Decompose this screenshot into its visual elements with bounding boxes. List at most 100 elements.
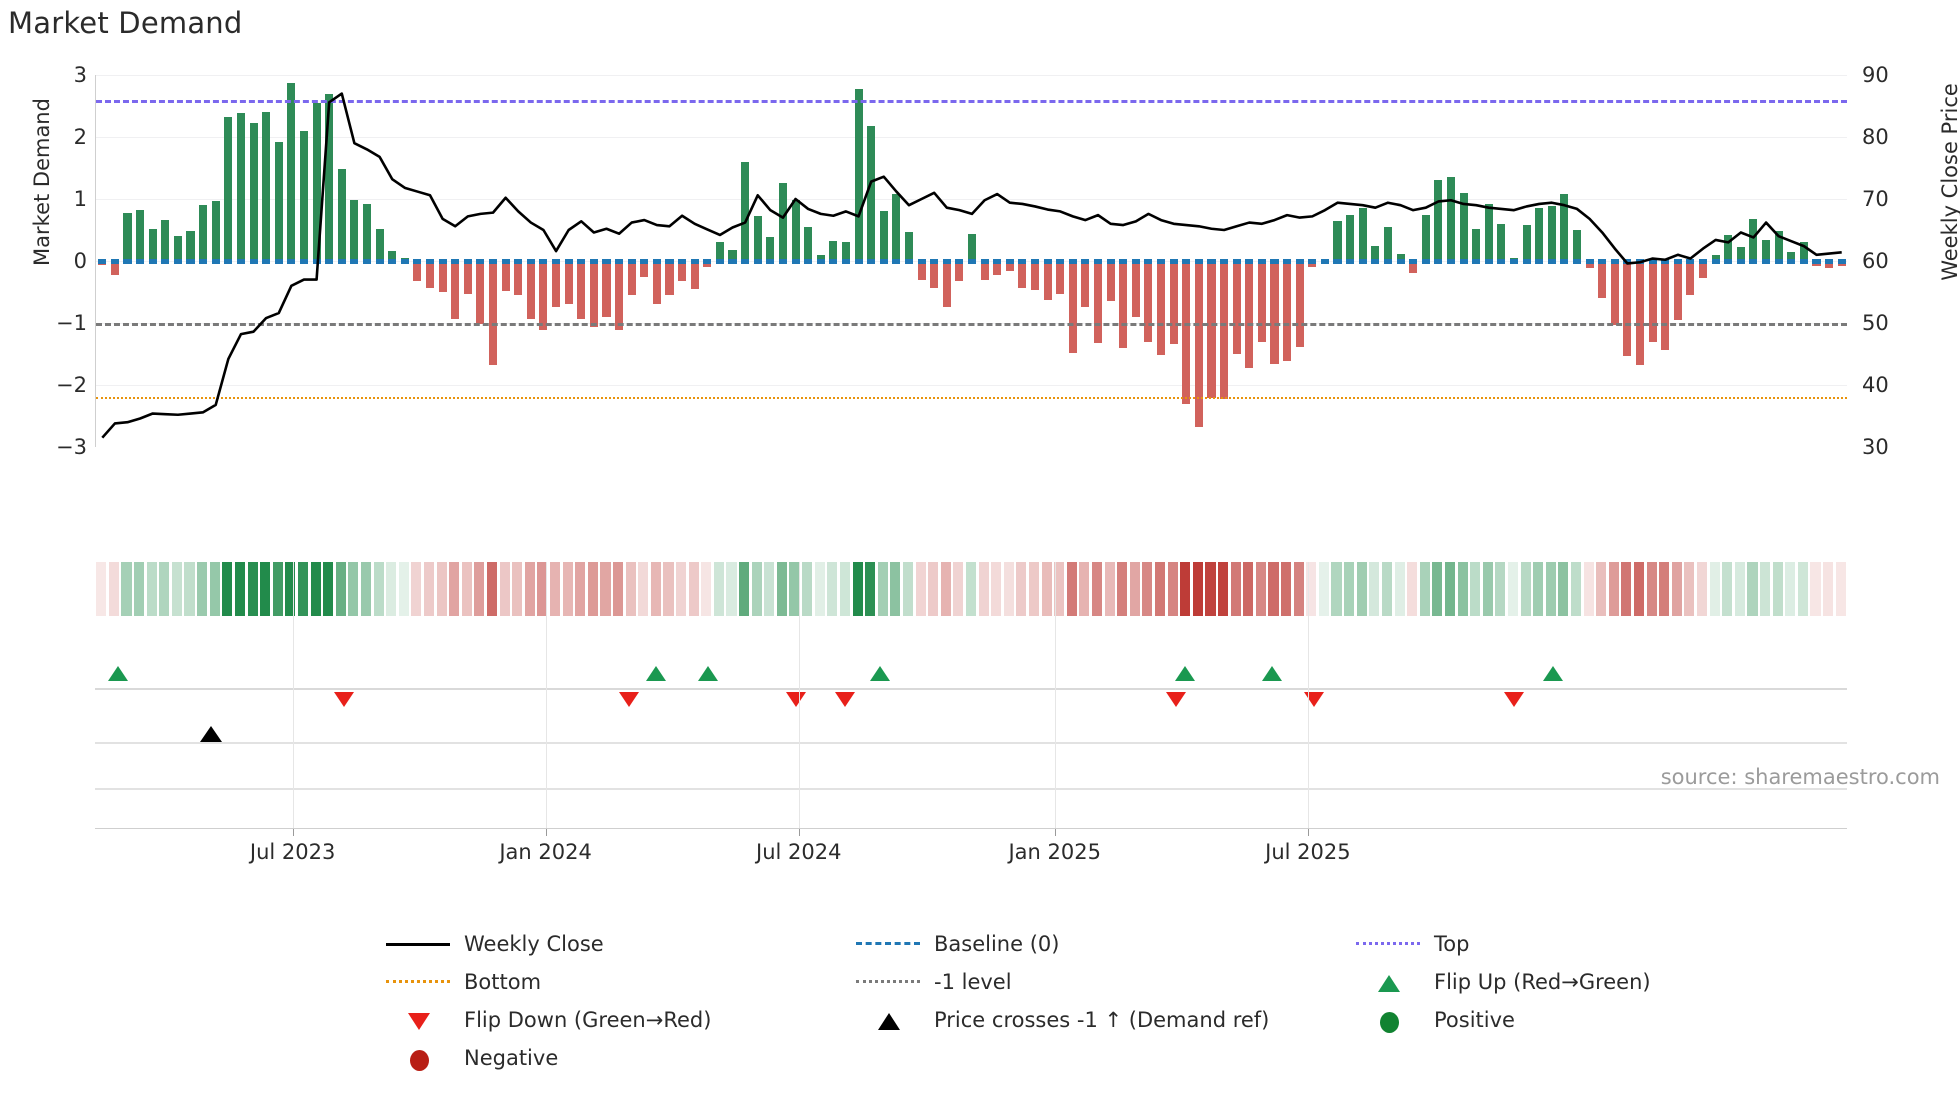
heatmap-cell: [1558, 562, 1569, 616]
baseline-segment: [1320, 259, 1329, 264]
baseline-segment: [1610, 259, 1619, 264]
demand-bar: [1232, 261, 1241, 354]
demand-bar: [753, 216, 762, 261]
demand-bar: [1257, 261, 1266, 342]
heatmap-cell: [474, 562, 485, 616]
heatmap-cell: [1823, 562, 1834, 616]
heatmap-cell: [1722, 562, 1733, 616]
flip-up-triangle-icon: [1174, 666, 1195, 681]
baseline-segment: [1056, 259, 1065, 264]
baseline-segment: [1547, 259, 1556, 264]
baseline-segment: [993, 259, 1002, 264]
baseline-segment: [1030, 259, 1040, 264]
heatmap-cell: [751, 562, 762, 616]
legend-item[interactable]: Weekly Close: [380, 930, 850, 958]
heatmap-cell: [121, 562, 132, 616]
legend-item[interactable]: Baseline (0): [850, 930, 1350, 958]
heatmap-cell: [1482, 562, 1493, 616]
heatmap-cell: [323, 562, 334, 616]
baseline-segment: [955, 259, 964, 264]
heatmap-cell: [1507, 562, 1519, 616]
baseline-segment: [1220, 259, 1229, 264]
heatmap-cell: [360, 562, 372, 616]
legend-item[interactable]: Bottom: [380, 968, 850, 996]
legend-item[interactable]: Price crosses -1 ↑ (Demand ref): [850, 1006, 1350, 1034]
x-tick-label: Jul 2024: [756, 840, 842, 864]
flip-down-triangle-icon: [834, 692, 855, 707]
heatmap-cell: [1671, 562, 1682, 616]
demand-bar: [1623, 261, 1632, 356]
legend-item-label: Flip Up (Red→Green): [1434, 970, 1651, 994]
baseline-segment: [136, 259, 145, 264]
demand-heatmap-strip: [95, 562, 1847, 616]
baseline-segment: [1232, 259, 1241, 264]
baseline-segment: [451, 259, 460, 264]
demand-bar: [476, 261, 485, 325]
heatmap-cell: [486, 562, 498, 616]
heatmap-cell: [537, 562, 548, 616]
x-tick-label: Jul 2023: [249, 840, 336, 864]
price-cross-triangle-icon: [199, 726, 222, 742]
demand-bar: [1207, 261, 1216, 399]
heatmap-cell: [1356, 562, 1367, 616]
demand-bar: [173, 236, 182, 261]
baseline-segment: [816, 259, 825, 264]
legend-item[interactable]: -1 level: [850, 968, 1350, 996]
baseline-segment: [1157, 259, 1166, 264]
price-cross-axis: [95, 742, 1847, 744]
heatmap-cell: [108, 562, 119, 616]
baseline-segment: [1333, 259, 1342, 264]
heatmap-cell: [739, 562, 750, 616]
heatmap-cell: [1306, 562, 1317, 616]
demand-bar: [904, 231, 913, 261]
green-circle-icon: [1350, 1006, 1426, 1034]
demand-bar: [1094, 261, 1103, 343]
legend-item[interactable]: Flip Up (Red→Green): [1350, 968, 1700, 996]
legend-item[interactable]: Positive: [1350, 1006, 1700, 1034]
demand-bar: [854, 89, 863, 261]
x-tick-label: Jan 2024: [499, 840, 592, 864]
heatmap-cell: [1772, 562, 1783, 616]
baseline-segment: [287, 259, 296, 264]
baseline-segment: [1509, 259, 1518, 264]
heatmap-cell: [915, 562, 926, 616]
flip-up-triangle-icon: [869, 666, 890, 681]
baseline-segment: [854, 259, 863, 264]
demand-bar: [1673, 261, 1682, 320]
legend-item[interactable]: Flip Down (Green→Red): [380, 1006, 850, 1034]
baseline-segment: [841, 259, 850, 264]
demand-bar: [602, 261, 611, 318]
baseline-segment: [980, 259, 989, 264]
demand-bar: [1610, 261, 1619, 326]
purple-dotted-line-icon: [1350, 930, 1426, 958]
baseline-segment: [1560, 259, 1569, 264]
demand-bar: [362, 203, 372, 261]
baseline-segment: [489, 259, 498, 264]
demand-bar: [438, 261, 447, 292]
heatmap-cell: [1003, 562, 1014, 616]
demand-bar: [425, 261, 435, 288]
heatmap-cell: [852, 562, 863, 616]
baseline-segment: [274, 259, 283, 264]
demand-bar: [1547, 206, 1556, 261]
demand-bar: [1131, 261, 1140, 317]
demand-bar: [1661, 261, 1670, 351]
baseline-segment: [1043, 259, 1052, 264]
demand-bar: [1220, 261, 1229, 399]
baseline-segment: [766, 259, 775, 264]
heatmap-cell: [1709, 562, 1720, 616]
demand-bar: [1560, 194, 1569, 261]
demand-bar: [1283, 261, 1292, 362]
demand-bar: [287, 83, 296, 261]
legend-item[interactable]: Top: [1350, 930, 1700, 958]
baseline-segment: [1358, 259, 1367, 264]
demand-bar: [766, 237, 775, 261]
reference-line--1-level: [96, 323, 1847, 326]
demand-bar: [615, 261, 624, 330]
legend-item[interactable]: Negative: [380, 1044, 850, 1072]
demand-bar: [993, 261, 1002, 276]
heatmap-cell: [1621, 562, 1632, 616]
demand-bar: [451, 261, 460, 319]
y-tick-label-left: 3: [73, 63, 87, 87]
main-plot-area: [95, 75, 1847, 447]
